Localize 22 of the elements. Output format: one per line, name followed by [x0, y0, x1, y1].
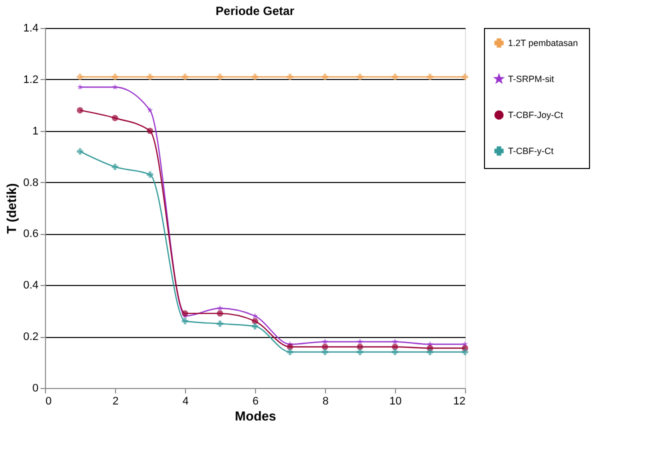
- chart-title: Periode Getar: [216, 4, 295, 18]
- legend-label: T-CBF-Joy-Ct: [508, 110, 564, 120]
- legend-label: T-SRPM-sit: [508, 74, 554, 84]
- y-tick-label: 1: [32, 125, 38, 138]
- y-tick-label: 0.2: [23, 331, 38, 344]
- x-tick-label: 10: [389, 396, 402, 408]
- x-tick-label: 4: [182, 396, 189, 408]
- x-tick-label: 6: [252, 396, 259, 408]
- legend-label: T-CBF-y-Ct: [508, 146, 554, 156]
- y-tick-label: 1.2: [23, 74, 38, 86]
- x-axis-title: Modes: [234, 408, 276, 424]
- y-tick-label: 1.4: [23, 22, 38, 34]
- y-axis-title: T (detik): [4, 183, 20, 234]
- x-tick-label: 2: [112, 396, 119, 408]
- x-tick-label: 0: [46, 396, 52, 408]
- y-tick-label: 0.4: [23, 280, 38, 292]
- y-tick-label: 0: [32, 382, 38, 394]
- y-tick-label: 0.8: [23, 176, 38, 189]
- legend-label: 1.2T pembatasan: [508, 38, 578, 48]
- x-tick-label: 12: [453, 396, 466, 408]
- y-tick-label: 0.6: [23, 228, 38, 240]
- x-tick-label: 8: [322, 396, 329, 408]
